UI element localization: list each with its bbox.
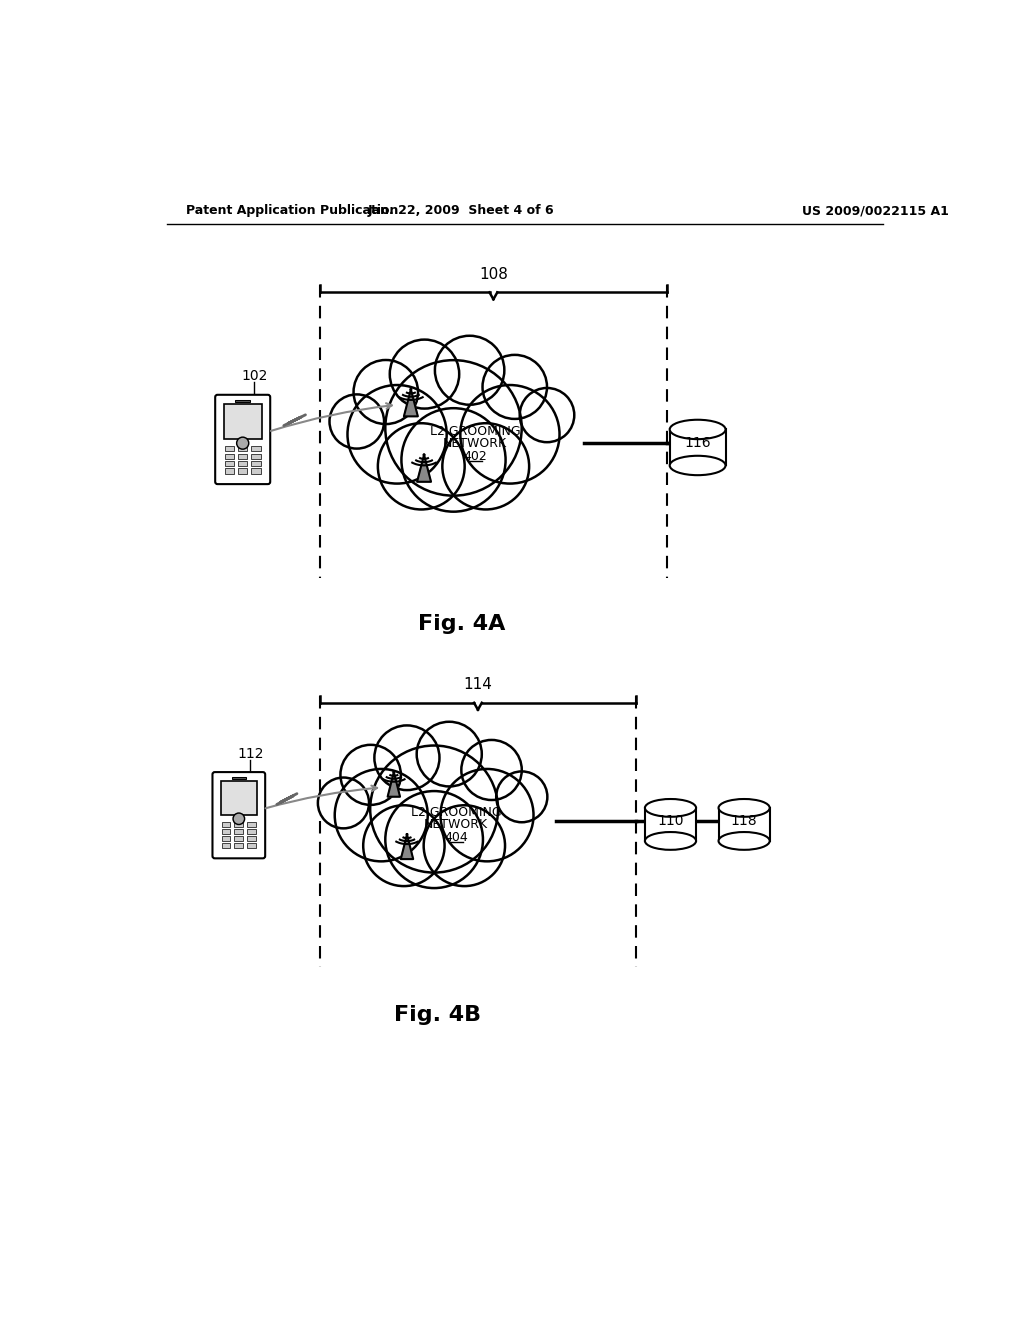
Text: 108: 108 — [479, 267, 508, 281]
Circle shape — [233, 813, 245, 825]
Bar — [252, 446, 261, 451]
Text: Patent Application Publication: Patent Application Publication — [186, 205, 398, 218]
Circle shape — [385, 791, 483, 888]
Circle shape — [347, 385, 446, 483]
Bar — [224, 454, 233, 459]
Text: 116: 116 — [684, 437, 711, 450]
Circle shape — [237, 437, 249, 449]
Bar — [238, 469, 248, 474]
Circle shape — [497, 771, 548, 822]
Bar — [221, 781, 257, 816]
Circle shape — [410, 388, 412, 391]
Circle shape — [442, 424, 529, 510]
Bar — [719, 808, 770, 841]
Text: US 2009/0022115 A1: US 2009/0022115 A1 — [802, 205, 949, 218]
FancyBboxPatch shape — [212, 772, 265, 858]
Bar — [247, 821, 256, 826]
Circle shape — [390, 339, 459, 409]
Text: NETWORK: NETWORK — [443, 437, 507, 450]
Ellipse shape — [645, 799, 696, 817]
Circle shape — [440, 770, 534, 862]
Circle shape — [335, 770, 428, 862]
Bar — [224, 404, 261, 440]
Polygon shape — [417, 455, 431, 482]
Bar — [645, 808, 696, 841]
Ellipse shape — [645, 832, 696, 850]
Text: 404: 404 — [444, 832, 468, 843]
Bar — [670, 429, 726, 466]
Ellipse shape — [719, 832, 770, 850]
Bar — [252, 461, 261, 466]
Circle shape — [340, 744, 400, 805]
Text: L2 GROOMING: L2 GROOMING — [411, 807, 501, 820]
Bar — [247, 843, 256, 847]
Ellipse shape — [719, 799, 770, 817]
Circle shape — [462, 741, 522, 800]
Bar — [224, 446, 233, 451]
Bar — [221, 843, 230, 847]
Bar — [236, 400, 250, 403]
Circle shape — [407, 834, 408, 836]
Bar — [234, 829, 244, 834]
Text: 402: 402 — [463, 450, 487, 463]
Text: 102: 102 — [241, 370, 267, 383]
Circle shape — [393, 771, 394, 772]
Circle shape — [435, 335, 505, 405]
Text: 118: 118 — [731, 813, 758, 828]
Bar — [224, 461, 233, 466]
Circle shape — [330, 395, 384, 449]
Bar — [221, 836, 230, 841]
Polygon shape — [403, 389, 418, 416]
Bar — [247, 829, 256, 834]
Polygon shape — [388, 772, 400, 797]
Circle shape — [461, 385, 559, 483]
Ellipse shape — [670, 420, 726, 440]
Text: L2 GROOMING: L2 GROOMING — [430, 425, 520, 438]
Circle shape — [353, 360, 418, 424]
Text: Fig. 4A: Fig. 4A — [418, 614, 505, 634]
Text: 112: 112 — [238, 747, 264, 760]
Bar — [234, 836, 244, 841]
Circle shape — [482, 355, 547, 418]
Bar — [247, 836, 256, 841]
Circle shape — [385, 360, 521, 496]
Bar — [234, 821, 244, 826]
Bar — [238, 461, 248, 466]
Bar — [252, 469, 261, 474]
Circle shape — [375, 726, 439, 791]
Text: Fig. 4B: Fig. 4B — [394, 1006, 481, 1026]
Bar — [238, 446, 248, 451]
Ellipse shape — [670, 455, 726, 475]
Circle shape — [417, 722, 481, 787]
Circle shape — [378, 424, 465, 510]
Circle shape — [520, 388, 574, 442]
Circle shape — [364, 805, 444, 886]
Text: 110: 110 — [657, 813, 684, 828]
Bar — [238, 454, 248, 459]
Text: NETWORK: NETWORK — [424, 818, 487, 832]
Circle shape — [424, 805, 505, 886]
FancyBboxPatch shape — [215, 395, 270, 484]
Polygon shape — [400, 834, 414, 859]
Bar — [221, 829, 230, 834]
Circle shape — [317, 777, 369, 829]
Bar — [224, 469, 233, 474]
Circle shape — [401, 408, 506, 512]
Bar — [221, 821, 230, 826]
Bar — [234, 843, 244, 847]
Circle shape — [371, 746, 498, 873]
Bar — [231, 777, 246, 779]
Bar — [252, 454, 261, 459]
Text: Jan. 22, 2009  Sheet 4 of 6: Jan. 22, 2009 Sheet 4 of 6 — [368, 205, 555, 218]
Circle shape — [423, 454, 425, 455]
Text: 114: 114 — [464, 677, 493, 692]
